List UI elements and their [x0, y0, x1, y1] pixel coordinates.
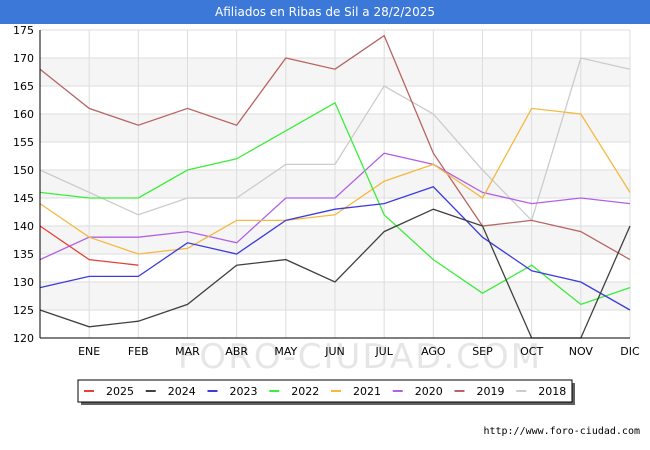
- legend-label-2019: 2019: [477, 385, 505, 398]
- x-tick-label: OCT: [520, 345, 543, 358]
- legend-label-2025: 2025: [106, 385, 134, 398]
- legend-label-2024: 2024: [168, 385, 196, 398]
- y-tick-label: 125: [13, 304, 34, 317]
- series-line-2025: [39, 225, 139, 266]
- x-tick-label: MAY: [274, 345, 297, 358]
- x-tick-label: SEP: [472, 345, 493, 358]
- y-tick-label: 150: [13, 164, 34, 177]
- series-line-2022: [39, 101, 631, 306]
- series-line-2019: [39, 34, 631, 261]
- y-tick-label: 140: [13, 220, 34, 233]
- chart-title: Afiliados en Ribas de Sil a 28/2/2025: [0, 0, 650, 24]
- legend-label-2022: 2022: [291, 385, 319, 398]
- x-tick-label: JUL: [374, 345, 393, 358]
- source-url: http://www.foro-ciudad.com: [483, 426, 640, 437]
- x-axis-tick-labels: ENE FEB MAR ABR MAY JUN JUL AGO SEP OCT NOV DIC: [78, 345, 640, 358]
- y-tick-label: 135: [13, 248, 34, 261]
- y-tick-label: 155: [13, 136, 34, 149]
- x-tick-label: NOV: [569, 345, 594, 358]
- y-tick-label: 175: [13, 24, 34, 37]
- x-tick-label: JUN: [324, 345, 345, 358]
- y-tick-label: 170: [13, 52, 34, 65]
- axes: [39, 30, 630, 339]
- series-line-2023: [39, 186, 631, 311]
- x-tick-label: FEB: [128, 345, 149, 358]
- x-tick-label: ENE: [78, 345, 100, 358]
- legend: 2025 2024 2023 2022 2021 2020 2019 2018: [77, 379, 575, 405]
- x-tick-label: AGO: [421, 345, 446, 358]
- x-tick-label: MAR: [175, 345, 200, 358]
- x-tick-label: DIC: [620, 345, 640, 358]
- x-tick-label: ABR: [225, 345, 248, 358]
- y-tick-label: 165: [13, 80, 34, 93]
- watermark: FORO-CIUDAD.COM: [178, 337, 542, 377]
- series-line-2020: [39, 152, 631, 261]
- legend-label-2018: 2018: [538, 385, 566, 398]
- y-axis-tick-labels: 120 125 130 135 140 145 150 155 160 165 170 175: [13, 24, 34, 345]
- legend-label-2020: 2020: [415, 385, 443, 398]
- legend-label-2021: 2021: [353, 385, 381, 398]
- legend-label-2023: 2023: [230, 385, 258, 398]
- legend-box: [77, 379, 573, 403]
- y-tick-label: 130: [13, 276, 34, 289]
- y-tick-label: 160: [13, 108, 34, 121]
- y-tick-label: 145: [13, 192, 34, 205]
- series-line-2021: [39, 107, 631, 255]
- y-tick-label: 120: [13, 332, 34, 345]
